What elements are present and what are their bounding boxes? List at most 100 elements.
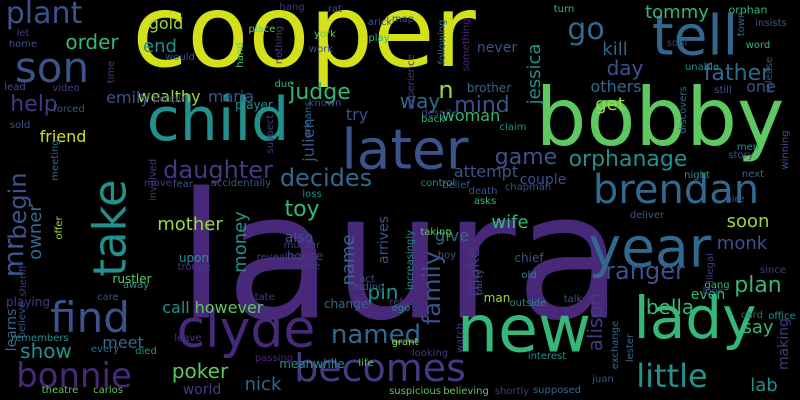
word-suspicious: suspicious	[389, 386, 441, 397]
word-supposed: supposed	[532, 385, 582, 396]
word-tommy: tommy	[645, 2, 709, 23]
word-claim: claim	[499, 122, 527, 133]
word-later: later	[341, 117, 469, 182]
word-party: party	[474, 268, 485, 296]
word-attempt: attempt	[453, 162, 519, 181]
word-unable: unable	[684, 62, 720, 73]
word-hang: hang	[279, 2, 305, 13]
word-laura: laura	[177, 156, 623, 360]
word-home: home	[8, 39, 38, 50]
word-night: night	[684, 170, 710, 181]
word-remembers: remembers	[11, 333, 69, 344]
word-york: york	[314, 29, 336, 40]
word-bella: bella	[645, 295, 695, 319]
word-loss: loss	[302, 189, 322, 200]
word-alison: alison	[583, 292, 607, 352]
word-ego: ego	[391, 303, 411, 314]
word-meanwhile: meanwhile	[279, 357, 345, 371]
word-carlos: carlos	[93, 385, 123, 396]
word-insists: insists	[755, 18, 787, 29]
word-refuse: refuse	[389, 297, 421, 308]
word-hire: hire	[725, 194, 745, 205]
word-lester: lester	[625, 333, 636, 363]
word-year: year	[588, 215, 712, 280]
word-owner: owner	[25, 204, 46, 260]
word-soon: soon	[726, 211, 770, 232]
word-son: son	[14, 43, 90, 92]
word-act: act	[359, 274, 375, 285]
word-outside: outside	[509, 298, 547, 309]
word-help: help	[10, 92, 58, 117]
word-gang: gang	[704, 280, 730, 291]
word-still: still	[714, 85, 732, 96]
word-time: time	[106, 60, 117, 84]
word-look: look	[702, 286, 724, 297]
word-place: place	[248, 24, 276, 35]
word-bonnie: bonnie	[16, 356, 132, 396]
word-named: named	[330, 320, 422, 350]
word-making: making	[776, 318, 792, 370]
word-troupe: troupe	[177, 262, 211, 273]
word-poker: poker	[171, 359, 229, 383]
word-toy: toy	[284, 197, 320, 222]
word-back: back	[421, 114, 445, 125]
word-brother: brother	[466, 81, 512, 95]
word-map: map	[391, 14, 415, 25]
word-change: change	[323, 297, 369, 311]
word-due: due	[274, 79, 294, 90]
word-orphan: orphan	[728, 3, 768, 17]
word-house: house	[286, 249, 324, 263]
word-talk: talk	[563, 294, 583, 305]
word-illegal: illegal	[705, 253, 716, 283]
word-watch: watch	[455, 322, 466, 354]
word-orleans: orleans	[303, 101, 314, 139]
word-mind: mind	[454, 93, 510, 118]
word-belief: belief	[442, 180, 470, 191]
word-lab: lab	[750, 375, 778, 396]
word-clyde: clyde	[176, 300, 316, 360]
word-revealing: revealing	[256, 252, 304, 263]
word-nothing: nothing	[274, 25, 285, 65]
word-town: town	[736, 11, 747, 37]
word-maria: maria	[207, 87, 255, 106]
word-n: n	[438, 76, 454, 104]
word-judge: judge	[289, 80, 351, 105]
word-fear: fear	[173, 179, 193, 190]
word-nick: nick	[244, 374, 282, 395]
word-soul: soul	[666, 38, 688, 49]
word-say: say	[742, 317, 774, 338]
word-sheriff: sheriff	[18, 265, 29, 297]
word-game: game	[494, 145, 558, 170]
word-rat: rat	[327, 4, 343, 15]
word-men: men	[736, 142, 760, 153]
word-increasingly: increasingly	[405, 229, 416, 291]
word-interest: interest	[527, 351, 567, 362]
word-meet: meet	[102, 333, 144, 352]
word-orphanage: orphanage	[568, 147, 688, 172]
word-order: order	[65, 30, 119, 54]
word-one: one	[746, 77, 776, 96]
word-something: something	[461, 18, 472, 72]
word-money: money	[230, 211, 251, 273]
word-new: new	[456, 292, 592, 368]
word-brendan: brendan	[592, 167, 760, 213]
word-would: would	[165, 52, 195, 63]
word-despite: despite	[421, 108, 459, 119]
word-lead: lead	[4, 82, 26, 93]
word-end: end	[143, 36, 177, 57]
word-death: death	[468, 186, 498, 197]
word-discovers: discovers	[678, 86, 689, 134]
word-child: child	[146, 85, 290, 155]
word-away: away	[122, 280, 150, 291]
word-story: story	[728, 150, 754, 161]
word-offer: offer	[54, 216, 65, 240]
word-couple: couple	[519, 172, 567, 188]
word-office: office	[768, 311, 796, 322]
word-emily: emily	[106, 88, 150, 107]
word-next: next	[741, 169, 765, 180]
word-chapman: chapman	[504, 182, 552, 193]
word-give: give	[435, 226, 469, 245]
word-boy: boy	[437, 250, 457, 261]
word-turn: turn	[553, 4, 575, 15]
word-plan: plan	[734, 273, 782, 298]
